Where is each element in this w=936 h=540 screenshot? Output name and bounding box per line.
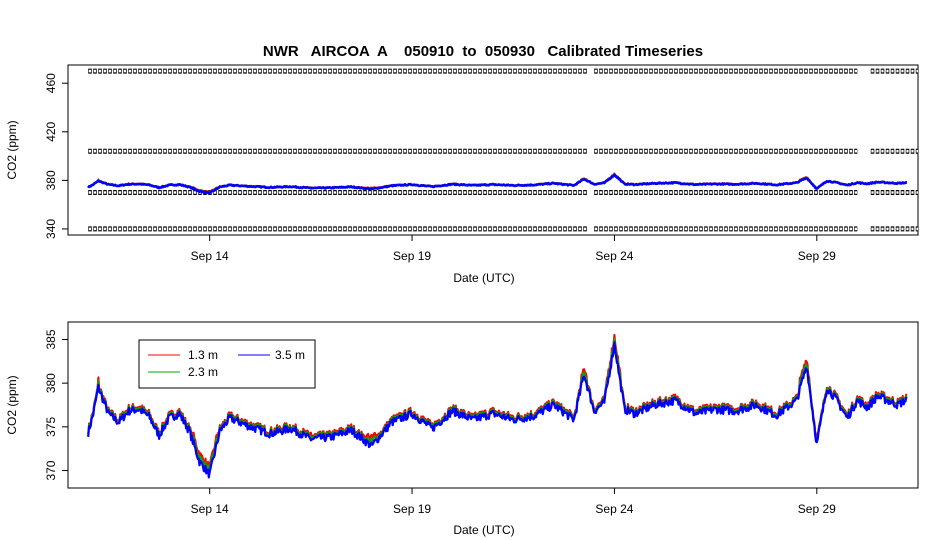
bottom-panel: Sep 14 Sep 19 Sep 24 Sep 29 370 375 380 385 Da… [5, 321, 919, 537]
bottom-y-axis-label: CO2 (ppm) [5, 375, 19, 434]
bottom-x-tick-label: Sep 14 [191, 502, 229, 516]
bottom-x-tick-label: Sep 19 [393, 502, 431, 516]
bot-series-3-5-m [87, 341, 908, 479]
top-y-axis-label: CO2 (ppm) [5, 120, 19, 179]
top-y-tick-label: 340 [44, 219, 58, 239]
legend-label-1-3m: 1.3 m [188, 348, 218, 362]
bottom-plot-frame [67, 321, 919, 489]
top-x-axis: Sep 14 Sep 19 Sep 24 Sep 29 [191, 235, 836, 263]
legend-label-2-3m: 2.3 m [188, 365, 218, 379]
bottom-x-axis: Sep 14 Sep 19 Sep 24 Sep 29 [191, 488, 836, 516]
top-panel: Sep 14 Sep 19 Sep 24 Sep 29 340 380 420 460 Da… [5, 64, 919, 285]
top-y-tick-label: 420 [44, 121, 58, 141]
legend: 1.3 m 3.5 m 2.3 m [138, 339, 316, 389]
bottom-x-tick-label: Sep 24 [595, 502, 633, 516]
bottom-x-tick-label: Sep 29 [798, 502, 836, 516]
bottom-co2-series [87, 333, 908, 479]
top-x-axis-label: Date (UTC) [453, 271, 514, 285]
top-y-tick-label: 460 [44, 73, 58, 93]
bottom-y-tick-label: 380 [44, 373, 58, 393]
top-reference-points [88, 68, 918, 232]
top-co2-series [87, 172, 908, 195]
top-x-tick-label: Sep 14 [191, 249, 229, 263]
top-y-tick-label: 380 [44, 170, 58, 190]
bottom-y-tick-label: 375 [44, 417, 58, 437]
bottom-y-tick-label: 370 [44, 460, 58, 480]
top-x-tick-label: Sep 29 [798, 249, 836, 263]
legend-label-3-5m: 3.5 m [275, 348, 305, 362]
bottom-y-tick-label: 385 [44, 329, 58, 349]
legend-box [138, 339, 316, 389]
top-x-tick-label: Sep 19 [393, 249, 431, 263]
top-x-tick-label: Sep 24 [595, 249, 633, 263]
bottom-x-axis-label: Date (UTC) [453, 523, 514, 537]
bottom-y-axis: 370 375 380 385 [44, 329, 68, 481]
top-series-3-5-m [87, 173, 908, 195]
figure-title: NWR AIRCOA A 050910 to 050930 Calibrated… [263, 43, 703, 60]
top-y-axis: 340 380 420 460 [44, 73, 68, 239]
